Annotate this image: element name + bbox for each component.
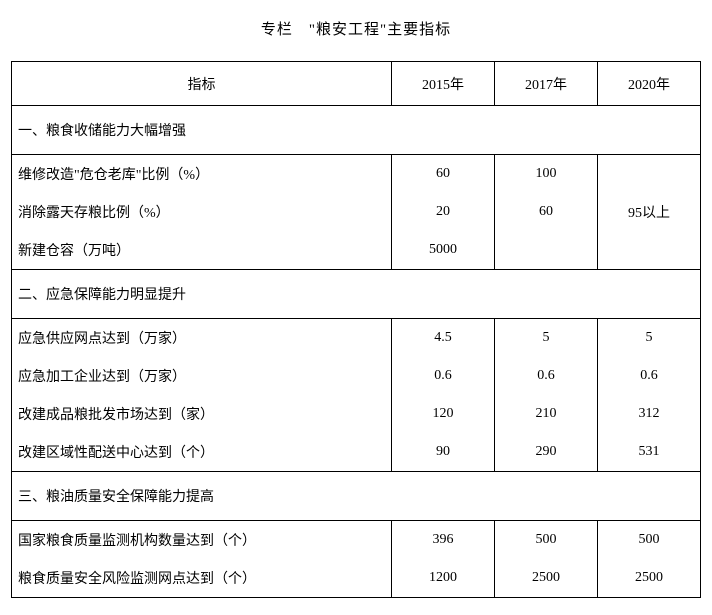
- header-2020: 2020年: [598, 62, 701, 106]
- s2-r2-2020: 312: [598, 395, 700, 433]
- section-2-2020: 5 0.6 312 531: [598, 319, 701, 472]
- s1-r2-2017: [495, 231, 597, 269]
- s2-r3-2015: 90: [392, 433, 494, 471]
- s2-r1-2017: 0.6: [495, 357, 597, 395]
- s1-r1-2015: 20: [392, 193, 494, 231]
- s1-r1-2017: 60: [495, 193, 597, 231]
- s2-r1-label: 应急加工企业达到（万家）: [12, 357, 391, 395]
- section-2-2015: 4.5 0.6 120 90: [392, 319, 495, 472]
- section-1-title-row: 一、粮食收储能力大幅增强: [12, 106, 701, 155]
- s3-r0-2015: 396: [392, 521, 494, 559]
- s2-r2-2015: 120: [392, 395, 494, 433]
- s3-r1-label: 粮食质量安全风险监测网点达到（个）: [12, 559, 391, 597]
- page-title: 专栏 "粮安工程"主要指标: [0, 0, 712, 61]
- s2-r3-2017: 290: [495, 433, 597, 471]
- s2-r0-2020: 5: [598, 319, 700, 357]
- section-3-body-row: 国家粮食质量监测机构数量达到（个） 粮食质量安全风险监测网点达到（个） 396 …: [12, 521, 701, 598]
- section-1-title: 一、粮食收储能力大幅增强: [12, 106, 701, 155]
- s1-r2-2015: 5000: [392, 231, 494, 269]
- section-2-2017: 5 0.6 210 290: [495, 319, 598, 472]
- s2-r0-2015: 4.5: [392, 319, 494, 357]
- section-2-body-row: 应急供应网点达到（万家） 应急加工企业达到（万家） 改建成品粮批发市场达到（家）…: [12, 319, 701, 472]
- s3-r0-2020: 500: [598, 521, 700, 559]
- s1-r0-2015: 60: [392, 155, 494, 193]
- section-1-2015: 60 20 5000: [392, 155, 495, 270]
- section-2-title: 二、应急保障能力明显提升: [12, 270, 701, 319]
- s3-r1-2015: 1200: [392, 559, 494, 597]
- section-3-labels: 国家粮食质量监测机构数量达到（个） 粮食质量安全风险监测网点达到（个）: [12, 521, 392, 598]
- s1-r1-label: 消除露天存粮比例（%）: [12, 193, 391, 231]
- section-3-title-row: 三、粮油质量安全保障能力提高: [12, 472, 701, 521]
- s1-r0-2017: 100: [495, 155, 597, 193]
- s1-r0-label: 维修改造"危仓老库"比例（%）: [12, 155, 391, 193]
- s2-r2-label: 改建成品粮批发市场达到（家）: [12, 395, 391, 433]
- header-indicator: 指标: [12, 62, 392, 106]
- section-1-body-row: 维修改造"危仓老库"比例（%） 消除露天存粮比例（%） 新建仓容（万吨） 60 …: [12, 155, 701, 270]
- section-1-labels: 维修改造"危仓老库"比例（%） 消除露天存粮比例（%） 新建仓容（万吨）: [12, 155, 392, 270]
- s3-r0-label: 国家粮食质量监测机构数量达到（个）: [12, 521, 391, 559]
- section-2-title-row: 二、应急保障能力明显提升: [12, 270, 701, 319]
- s2-r1-2020: 0.6: [598, 357, 700, 395]
- s1-r2-label: 新建仓容（万吨）: [12, 231, 391, 269]
- s2-r1-2015: 0.6: [392, 357, 494, 395]
- table-header-row: 指标 2015年 2017年 2020年: [12, 62, 701, 106]
- s3-r1-2020: 2500: [598, 559, 700, 597]
- section-3-2017: 500 2500: [495, 521, 598, 598]
- header-2015: 2015年: [392, 62, 495, 106]
- section-1-2020-merged: 95以上: [598, 155, 701, 270]
- header-2017: 2017年: [495, 62, 598, 106]
- s2-r3-label: 改建区域性配送中心达到（个）: [12, 433, 391, 471]
- s2-r2-2017: 210: [495, 395, 597, 433]
- s3-r0-2017: 500: [495, 521, 597, 559]
- section-3-2015: 396 1200: [392, 521, 495, 598]
- section-3-2020: 500 2500: [598, 521, 701, 598]
- section-3-title: 三、粮油质量安全保障能力提高: [12, 472, 701, 521]
- s2-r0-label: 应急供应网点达到（万家）: [12, 319, 391, 357]
- s2-r3-2020: 531: [598, 433, 700, 471]
- s2-r0-2017: 5: [495, 319, 597, 357]
- section-1-2017: 100 60: [495, 155, 598, 270]
- s3-r1-2017: 2500: [495, 559, 597, 597]
- indicator-table: 指标 2015年 2017年 2020年 一、粮食收储能力大幅增强 维修改造"危…: [11, 61, 701, 598]
- section-2-labels: 应急供应网点达到（万家） 应急加工企业达到（万家） 改建成品粮批发市场达到（家）…: [12, 319, 392, 472]
